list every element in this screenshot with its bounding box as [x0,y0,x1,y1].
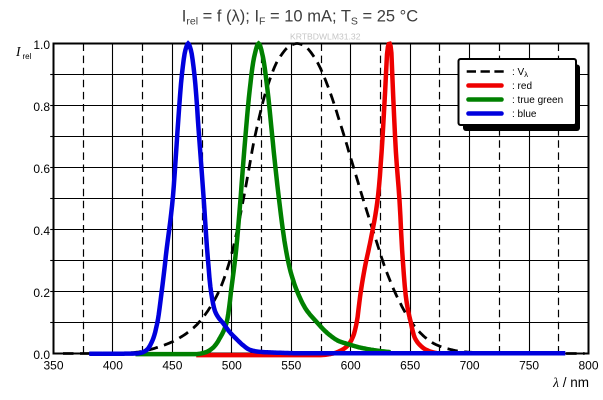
svg-text:rel: rel [23,52,32,61]
svg-text:750: 750 [519,358,539,372]
svg-text:0.6: 0.6 [33,162,50,176]
svg-text:0.0: 0.0 [33,348,50,362]
svg-text:I: I [15,44,22,59]
svg-text:: red: : red [512,81,532,92]
svg-text:550: 550 [281,358,301,372]
svg-text:400: 400 [103,358,123,372]
svg-text:1.0: 1.0 [33,38,50,52]
svg-text:800: 800 [578,358,598,372]
svg-text:350: 350 [43,358,63,372]
svg-text:450: 450 [162,358,182,372]
svg-text:0.8: 0.8 [33,100,50,114]
svg-text:700: 700 [460,358,480,372]
svg-text:: true green: : true green [512,95,563,106]
svg-text:KRTBDWLM31.32: KRTBDWLM31.32 [290,32,361,42]
svg-text:: blue: : blue [512,109,537,120]
svg-text:: Vλ: : Vλ [512,67,528,79]
svg-text:0.2: 0.2 [33,286,50,300]
svg-text:600: 600 [341,358,361,372]
svg-text:0.4: 0.4 [33,224,50,238]
svg-text:λ / nm: λ / nm [552,375,589,390]
svg-text:500: 500 [222,358,242,372]
svg-text:Irel = f (λ); IF = 10 mA; TS =: Irel = f (λ); IF = 10 mA; TS = 25 °C [182,8,418,28]
svg-text:650: 650 [400,358,420,372]
